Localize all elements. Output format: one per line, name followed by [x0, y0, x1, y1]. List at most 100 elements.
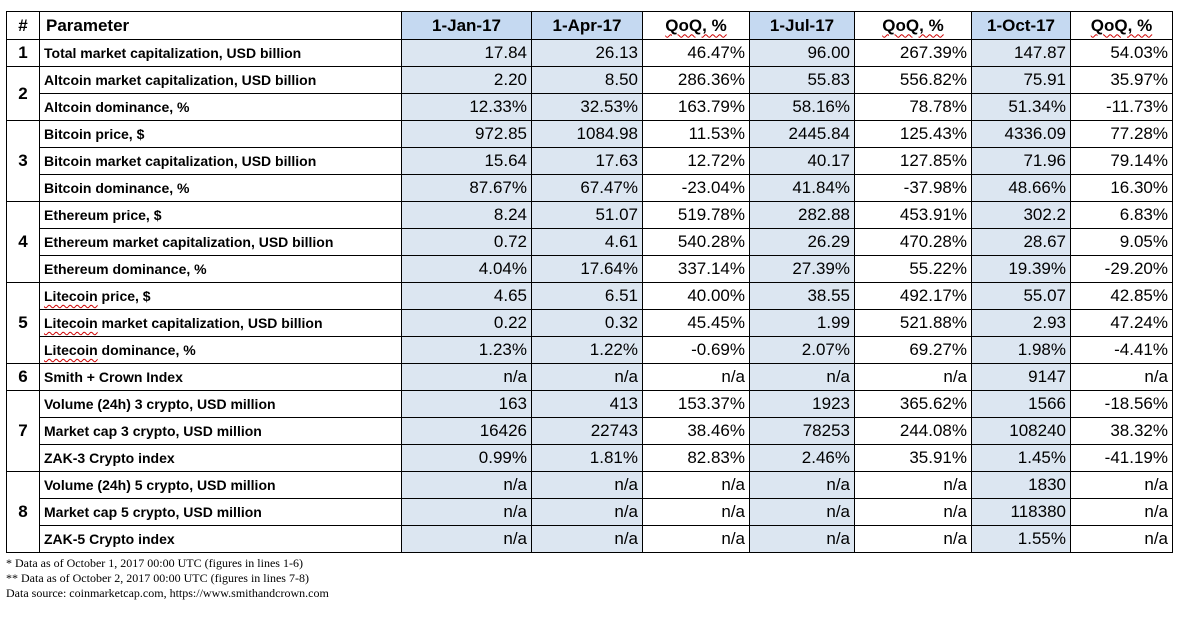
- value-cell-qoq-oct: 9.05%: [1070, 228, 1173, 256]
- parameter-cell: ZAK-5 Crypto index: [39, 525, 402, 553]
- value-cell-qoq-jul: n/a: [854, 498, 972, 526]
- value-cell-qoq-oct: 77.28%: [1070, 120, 1173, 148]
- value-cell-jan17: 16426: [401, 417, 532, 445]
- value-cell-qoq-apr: -23.04%: [642, 174, 750, 202]
- value-cell-apr17: 1.81%: [531, 444, 643, 472]
- value-cell-apr17: 67.47%: [531, 174, 643, 202]
- col-header-qoq-apr: QoQ, %: [642, 11, 750, 40]
- parameter-coin-name: Litecoin: [44, 288, 98, 304]
- group-number: 3: [6, 120, 40, 202]
- value-cell-qoq-jul: 556.82%: [854, 66, 972, 94]
- parameter-cell: Volume (24h) 5 crypto, USD million: [39, 471, 402, 499]
- value-cell-qoq-oct: -11.73%: [1070, 93, 1173, 121]
- value-cell-oct17: 4336.09: [971, 120, 1071, 148]
- parameter-cell: Litecoin price, $: [39, 282, 402, 310]
- value-cell-jul17: 58.16%: [749, 93, 855, 121]
- value-cell-jan17: 87.67%: [401, 174, 532, 202]
- table-row: 4 Ethereum price, $8.24 51.07 519.78% 282.88…: [6, 201, 1173, 283]
- value-cell-jul17: 96.00: [749, 39, 855, 67]
- value-cell-qoq-apr: 519.78%: [642, 201, 750, 229]
- value-cell-apr17: 51.07: [531, 201, 643, 229]
- col-header-number: #: [6, 11, 40, 40]
- value-cell-jan17: 17.84: [401, 39, 532, 67]
- value-cell-qoq-oct: 47.24%: [1070, 309, 1173, 337]
- table-row: Litecoin market capitalization, USD bill…: [7, 309, 1173, 337]
- value-cell-qoq-oct: -18.56%: [1070, 390, 1173, 418]
- value-cell-apr17: 413: [531, 390, 643, 418]
- value-cell-oct17: 55.07: [971, 282, 1071, 310]
- table-row: Market cap 3 crypto, USD million 16426 227…: [7, 417, 1173, 445]
- value-cell-jan17: 12.33%: [401, 93, 532, 121]
- value-cell-oct17: 9147: [971, 363, 1071, 391]
- value-cell-jan17: 163: [401, 390, 532, 418]
- value-cell-jul17: 40.17: [749, 147, 855, 175]
- header-row: # Parameter 1-Jan-17 1-Apr-17 QoQ, % 1-J…: [6, 11, 1173, 40]
- value-cell-jul17: 282.88: [749, 201, 855, 229]
- value-cell-qoq-apr: 46.47%: [642, 39, 750, 67]
- parameter-cell: Bitcoin price, $: [39, 120, 402, 148]
- value-cell-apr17: 17.63: [531, 147, 643, 175]
- table-row: ZAK-3 Crypto index 0.99% 1.81% 82.83% 2.46% 3…: [7, 444, 1173, 472]
- group-number: 2: [6, 66, 40, 121]
- table-row: 2 Altcoin market capitalization, USD bill…: [6, 66, 1173, 121]
- value-cell-qoq-jul: 470.28%: [854, 228, 972, 256]
- value-cell-oct17: 108240: [971, 417, 1071, 445]
- value-cell-qoq-oct: n/a: [1070, 363, 1173, 391]
- value-cell-apr17: 8.50: [531, 66, 643, 94]
- table-row: Market cap 5 crypto, USD million n/a n/a n/…: [7, 498, 1173, 526]
- value-cell-qoq-jul: 244.08%: [854, 417, 972, 445]
- parameter-cell: Market cap 3 crypto, USD million: [39, 417, 402, 445]
- col-header-jan17: 1-Jan-17: [401, 11, 532, 40]
- value-cell-qoq-apr: n/a: [642, 471, 750, 499]
- value-cell-jan17: 4.65: [401, 282, 532, 310]
- value-cell-jan17: n/a: [401, 525, 532, 553]
- group-number: 6: [6, 363, 40, 391]
- parameter-cell: Altcoin dominance, %: [39, 93, 402, 121]
- parameter-cell: Bitcoin market capitalization, USD billi…: [39, 147, 402, 175]
- value-cell-apr17: 1084.98: [531, 120, 643, 148]
- table-body: 1 Total market capitalization, USD billio…: [6, 39, 1173, 553]
- value-cell-jul17: 26.29: [749, 228, 855, 256]
- col-header-qoq-oct: QoQ, %: [1070, 11, 1173, 40]
- table-row: 6 Smith + Crown Index n/a n/a n/a n/a n/a 9147 n…: [6, 363, 1173, 391]
- value-cell-qoq-jul: 127.85%: [854, 147, 972, 175]
- value-cell-qoq-jul: n/a: [854, 525, 972, 553]
- group-number: 8: [6, 471, 40, 553]
- value-cell-apr17: n/a: [531, 525, 643, 553]
- value-cell-qoq-apr: 38.46%: [642, 417, 750, 445]
- footnote-2: ** Data as of October 2, 2017 00:00 UTC …: [6, 571, 309, 585]
- group-number: 4: [6, 201, 40, 283]
- footnotes: * Data as of October 1, 2017 00:00 UTC (…: [6, 556, 1173, 601]
- table-row: Ethereum dominance, % 4.04% 17.64% 337.14% 2…: [7, 255, 1173, 283]
- value-cell-qoq-apr: 153.37%: [642, 390, 750, 418]
- footnote-1: * Data as of October 1, 2017 00:00 UTC (…: [6, 556, 303, 570]
- table-row: 5 Litecoin price, $4.65 6.51 40.00% 38.55 492…: [6, 282, 1173, 364]
- col-header-parameter: Parameter: [39, 11, 402, 40]
- value-cell-qoq-apr: 82.83%: [642, 444, 750, 472]
- value-cell-qoq-apr: n/a: [642, 498, 750, 526]
- value-cell-qoq-apr: 286.36%: [642, 66, 750, 94]
- value-cell-jan17: 1.23%: [401, 336, 532, 364]
- parameter-cell: Litecoin dominance, %: [39, 336, 402, 364]
- value-cell-oct17: 51.34%: [971, 93, 1071, 121]
- value-cell-jul17: n/a: [749, 498, 855, 526]
- value-cell-jul17: n/a: [749, 525, 855, 553]
- value-cell-oct17: 1.98%: [971, 336, 1071, 364]
- value-cell-qoq-oct: -41.19%: [1070, 444, 1173, 472]
- value-cell-oct17: 48.66%: [971, 174, 1071, 202]
- parameter-label: market capitalization, USD billion: [97, 315, 323, 331]
- value-cell-qoq-oct: 54.03%: [1070, 39, 1173, 67]
- value-cell-apr17: 32.53%: [531, 93, 643, 121]
- value-cell-qoq-oct: 38.32%: [1070, 417, 1173, 445]
- value-cell-jan17: n/a: [401, 363, 532, 391]
- value-cell-jan17: 0.22: [401, 309, 532, 337]
- value-cell-qoq-jul: 365.62%: [854, 390, 972, 418]
- value-cell-jan17: 972.85: [401, 120, 532, 148]
- value-cell-apr17: 22743: [531, 417, 643, 445]
- table-row: 1 Total market capitalization, USD billio…: [6, 39, 1173, 67]
- parameter-cell: Ethereum dominance, %: [39, 255, 402, 283]
- value-cell-qoq-apr: n/a: [642, 363, 750, 391]
- value-cell-jul17: 38.55: [749, 282, 855, 310]
- value-cell-jul17: n/a: [749, 363, 855, 391]
- value-cell-oct17: 1.45%: [971, 444, 1071, 472]
